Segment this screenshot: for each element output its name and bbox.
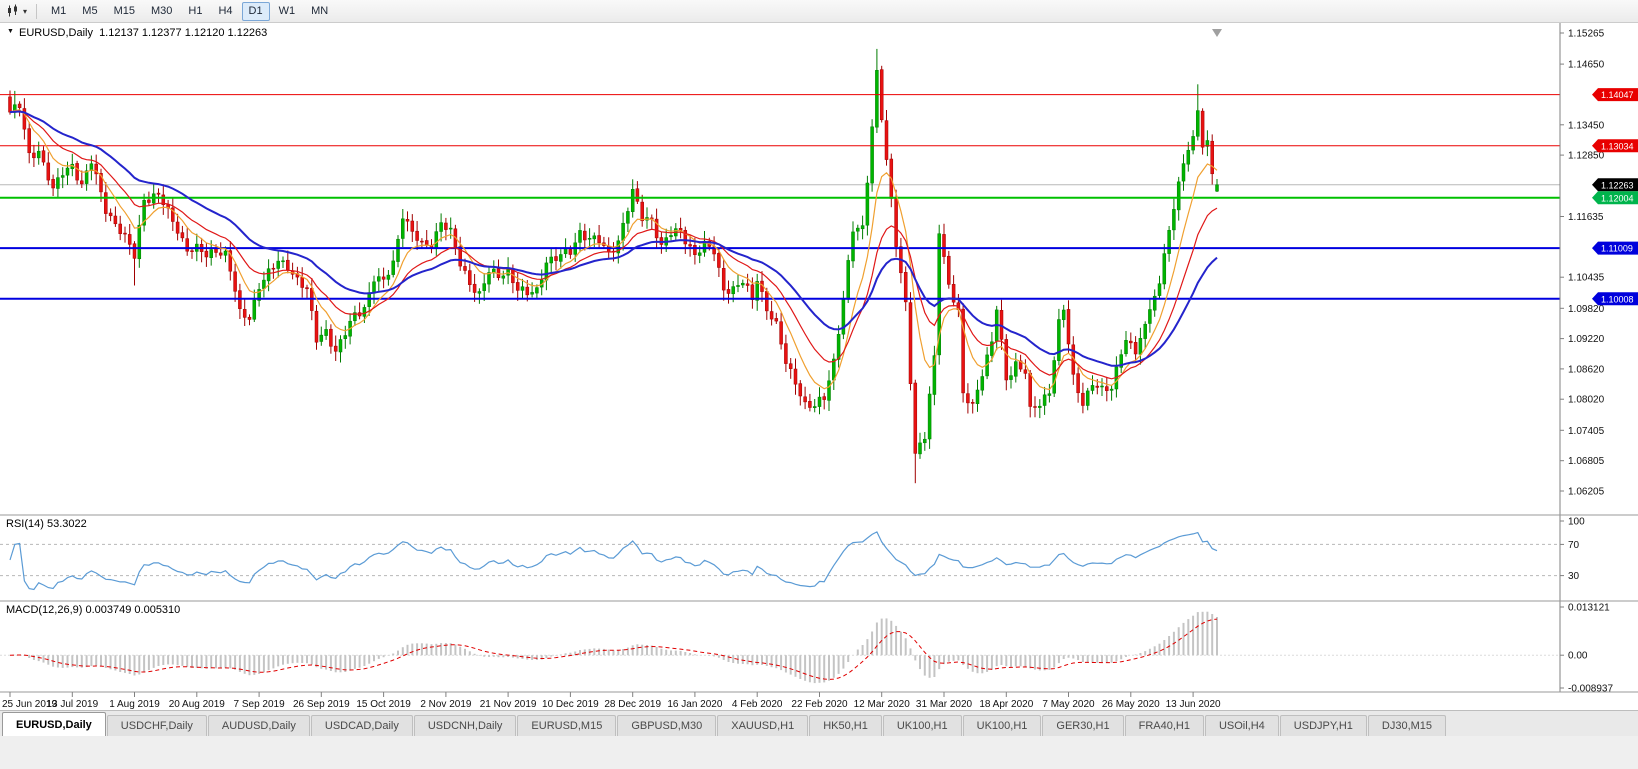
date-label: 16 Jan 2020 [667,699,722,710]
price-badge-1.11009: 1.11009 [1592,241,1638,255]
price-badge-1.12004: 1.12004 [1592,191,1638,205]
date-label: 4 Feb 2020 [732,699,783,710]
date-label: 18 Apr 2020 [979,699,1033,710]
moving-average-17 [9,110,1218,380]
date-label: 10 Dec 2019 [542,699,599,710]
moving-average-8 [9,109,1218,391]
svg-text:1.14047: 1.14047 [1601,90,1634,100]
chart-tab-xauusd-h1[interactable]: XAUUSD,H1 [717,715,809,736]
chart-tab-uk100-h1[interactable]: UK100,H1 [962,715,1042,736]
date-label: 28 Dec 2019 [604,699,661,710]
price-tick-label: 1.07405 [1568,426,1605,437]
date-label: 21 Nov 2019 [480,699,537,710]
timeframe-button-m15[interactable]: M15 [113,4,135,17]
price-tick-label: 1.06805 [1568,456,1605,467]
svg-text:1.10008: 1.10008 [1601,294,1634,304]
price-tick-label: 1.08620 [1568,364,1605,375]
price-tick-label: 1.11635 [1568,212,1604,223]
date-label: 31 Mar 2020 [916,699,973,710]
chart-shift-marker[interactable] [1212,29,1222,37]
price-tick-label: 1.14650 [1568,60,1605,71]
timeframe-button-mn[interactable]: MN [311,4,329,17]
timeframe-button-h4[interactable]: H4 [218,4,233,17]
timeframe-button-w1[interactable]: W1 [278,4,296,17]
svg-text:1.11009: 1.11009 [1601,244,1633,254]
price-badge-1.10008: 1.10008 [1592,292,1638,306]
macd-signal-line [9,618,1218,680]
price-tick-label: 1.13450 [1568,120,1605,131]
price-tick-label: 1.15265 [1568,29,1605,40]
svg-text:1.12004: 1.12004 [1601,193,1634,203]
macd-pane: 0.013121 0.00 -0.008937 [0,603,1613,695]
date-label: 26 May 2020 [1102,699,1160,710]
chart-tab-ger30-h1[interactable]: GER30,H1 [1042,715,1124,736]
price-tick-label: 1.10435 [1568,273,1605,284]
rsi-pane: 100 70 30 [0,517,1585,591]
price-tick-label: 1.09820 [1568,304,1605,315]
date-label: 2 Nov 2019 [420,699,472,710]
date-label: 7 May 2020 [1042,699,1095,710]
price-tick-label: 1.12850 [1568,151,1605,162]
timeframe-button-m5[interactable]: M5 [82,4,98,17]
price-tick-label: 1.08020 [1568,395,1605,406]
price-axis[interactable]: 1.15265 1.14650 1.13450 1.12850 1.11635 1.104… [1559,23,1638,692]
one-click-trading-toggle[interactable]: ▼ [7,28,14,35]
toolbar-separator [36,3,38,19]
rsi-axis-label: 70 [1568,540,1580,551]
macd-axis-label: -0.008937 [1568,684,1613,695]
macd-histogram [13,611,1218,684]
date-label: 13 Jul 2019 [46,699,98,710]
svg-text:1.12263: 1.12263 [1601,180,1634,190]
chart-tab-uk100-h1[interactable]: UK100,H1 [882,715,962,736]
date-label: 1 Aug 2019 [109,699,160,710]
chart-canvas[interactable]: 1.15265 1.14650 1.13450 1.12850 1.11635 1.104… [0,23,1638,710]
chart-tab-usdchf-daily[interactable]: USDCHF,Daily [106,715,207,736]
chart-tab-fra40-h1[interactable]: FRA40,H1 [1124,715,1204,736]
timeframe-button-m1[interactable]: M1 [51,4,67,17]
date-label: 12 Mar 2020 [854,699,911,710]
svg-text:1.13034: 1.13034 [1601,141,1634,151]
macd-axis-label: 0.013121 [1568,603,1610,614]
chart-tab-usoil-h4[interactable]: USOil,H4 [1204,715,1279,736]
rsi-axis-label: 30 [1568,571,1580,582]
chart-tab-eurusd-daily[interactable]: EURUSD,Daily [2,712,106,736]
chart-svg[interactable]: 1.15265 1.14650 1.13450 1.12850 1.11635 1.104… [0,23,1638,710]
rsi-axis-label: 100 [1568,517,1585,528]
chart-tab-hk50-h1[interactable]: HK50,H1 [809,715,882,736]
chart-tab-usdjpy-h1[interactable]: USDJPY,H1 [1279,715,1367,736]
timeframe-button-h1[interactable]: H1 [188,4,203,17]
chart-tab-eurusd-m15[interactable]: EURUSD,M15 [517,715,617,736]
timeframe-toolbar: ▾ M1 M5 M15 M30 H1 H4 D1 W1 MN [0,0,1638,23]
candles-layer [8,48,1219,484]
price-tick-label: 1.09220 [1568,334,1605,345]
timeframe-button-d1[interactable]: D1 [241,1,270,21]
timeframe-button-m30[interactable]: M30 [150,4,173,17]
chart-type-dropdown-caret[interactable]: ▾ [23,6,28,16]
price-badge-1.14047: 1.14047 [1592,88,1638,102]
chart-tab-usdcnh-daily[interactable]: USDCNH,Daily [413,715,517,736]
chart-tab-audusd-daily[interactable]: AUDUSD,Daily [207,715,310,736]
date-label: 7 Sep 2019 [234,699,286,710]
date-label: 22 Feb 2020 [791,699,848,710]
date-label: 25 Jun 2019 [2,699,57,710]
date-label: 15 Oct 2019 [356,699,411,710]
price-badge-1.12263: 1.12263 [1592,178,1638,192]
date-label: 26 Sep 2019 [293,699,350,710]
rsi-line [9,531,1218,591]
timeframe-buttons-group: M1 M5 M15 M30 H1 H4 D1 W1 MN [44,1,335,21]
date-label: 20 Aug 2019 [169,699,226,710]
price-badge-1.13034: 1.13034 [1592,139,1638,153]
price-tick-label: 1.06205 [1568,487,1605,498]
chart-type-icon[interactable] [5,3,21,19]
chart-tab-usdcad-daily[interactable]: USDCAD,Daily [310,715,413,736]
chart-tab-gbpusd-m30[interactable]: GBPUSD,M30 [617,715,717,736]
macd-axis-label: 0.00 [1568,651,1588,662]
moving-average-34 [9,110,1218,367]
chart-tabs-bar: EURUSD,Daily USDCHF,Daily AUDUSD,Daily USDC… [0,710,1638,736]
footer-strip [0,736,1638,769]
date-label: 13 Jun 2020 [1166,699,1221,710]
chart-tab-dj30-m15[interactable]: DJ30,M15 [1367,715,1447,736]
